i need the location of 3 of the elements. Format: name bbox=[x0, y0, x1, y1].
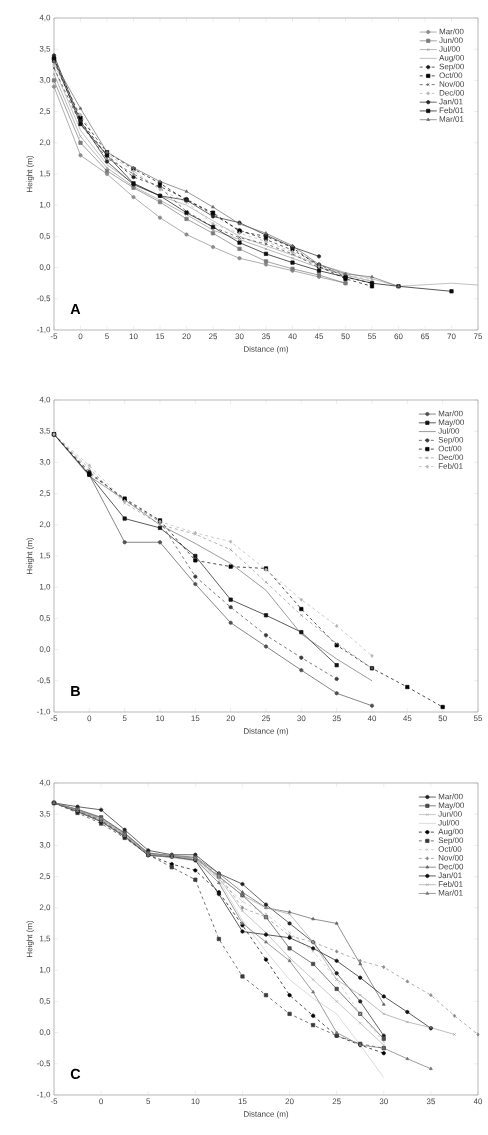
annotation: B bbox=[71, 686, 80, 696]
annotation: C bbox=[70, 1068, 81, 1079]
annotation: A bbox=[70, 304, 81, 314]
